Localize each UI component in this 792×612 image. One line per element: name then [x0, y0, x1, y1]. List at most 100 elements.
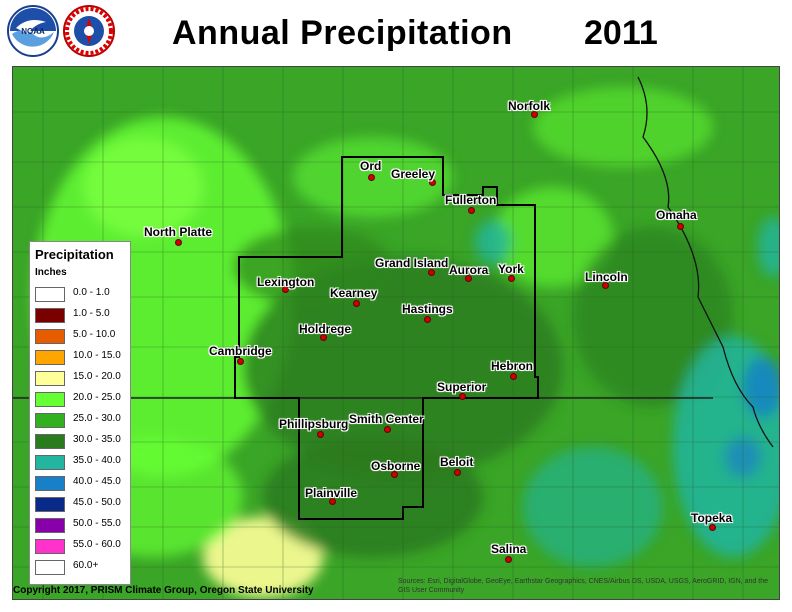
legend-label: 10.0 - 15.0	[73, 350, 121, 361]
legend-label: 45.0 - 50.0	[73, 497, 121, 508]
city-label-york: York	[498, 262, 524, 276]
svg-text:NOAA: NOAA	[21, 27, 45, 36]
city-label-north-platte: North Platte	[144, 225, 213, 239]
city-label-phillipsburg: Phillipsburg	[279, 417, 349, 431]
map-title: Annual Precipitation	[172, 14, 513, 52]
city-label-hastings: Hastings	[402, 302, 453, 316]
city-dot	[508, 275, 515, 282]
city-label-beloit: Beloit	[440, 455, 474, 469]
city-label-cambridge: Cambridge	[209, 344, 272, 358]
legend-item: 1.0 - 5.0	[35, 307, 127, 323]
city-label-superior: Superior	[437, 380, 487, 394]
legend-label: 30.0 - 35.0	[73, 434, 121, 445]
city-label-hebron: Hebron	[491, 359, 533, 373]
legend-item: 5.0 - 10.0	[35, 328, 127, 344]
legend-label: 25.0 - 30.0	[73, 413, 121, 424]
city-label-salina: Salina	[491, 542, 527, 556]
legend-item: 20.0 - 25.0	[35, 391, 127, 407]
city-dot	[317, 431, 324, 438]
copyright-text: Copyright 2017, PRISM Climate Group, Ore…	[13, 585, 314, 596]
legend-swatch	[35, 497, 65, 512]
legend-title: Precipitation	[35, 247, 114, 262]
legend-item: 0.0 - 1.0	[35, 286, 127, 302]
city-dot	[454, 469, 461, 476]
legend-swatch	[35, 308, 65, 323]
city-label-osborne: Osborne	[371, 459, 421, 473]
legend-swatch	[35, 413, 65, 428]
city-dot	[429, 179, 436, 186]
city-label-kearney: Kearney	[330, 286, 378, 300]
city-dot	[175, 239, 182, 246]
legend-item: 10.0 - 15.0	[35, 349, 127, 365]
legend-label: 60.0+	[73, 560, 99, 571]
map-year: 2011	[584, 14, 658, 52]
city-label-plainville: Plainville	[305, 486, 358, 500]
city-label-fullerton: Fullerton	[445, 193, 497, 207]
city-dot	[320, 334, 327, 341]
legend-swatch	[35, 434, 65, 449]
city-dot	[602, 282, 609, 289]
legend-item: 60.0+	[35, 559, 127, 575]
city-dot	[709, 524, 716, 531]
city-dot	[505, 556, 512, 563]
legend-swatch	[35, 371, 65, 386]
legend-label: 5.0 - 10.0	[73, 329, 116, 340]
legend-item: 55.0 - 60.0	[35, 538, 127, 554]
legend-swatch	[35, 350, 65, 365]
nws-logo	[63, 5, 115, 57]
legend-item: 30.0 - 35.0	[35, 433, 127, 449]
city-label-lexington: Lexington	[257, 275, 315, 289]
legend-item: 15.0 - 20.0	[35, 370, 127, 386]
city-dot	[677, 223, 684, 230]
city-label-norfolk: Norfolk	[508, 99, 550, 113]
legend-units: Inches	[35, 267, 67, 278]
city-dot	[329, 498, 336, 505]
city-dot	[428, 269, 435, 276]
city-label-greeley: Greeley	[391, 167, 436, 181]
legend-label: 0.0 - 1.0	[73, 287, 110, 298]
legend-swatch	[35, 392, 65, 407]
city-dot	[368, 174, 375, 181]
legend-swatch	[35, 539, 65, 554]
legend-item: 35.0 - 40.0	[35, 454, 127, 470]
city-label-lincoln: Lincoln	[585, 270, 628, 284]
legend-swatch	[35, 287, 65, 302]
city-dot	[384, 426, 391, 433]
city-label-smith-center: Smith Center	[349, 412, 424, 426]
legend-label: 15.0 - 20.0	[73, 371, 121, 382]
legend-swatch	[35, 560, 65, 575]
city-dot	[531, 111, 538, 118]
legend-swatch	[35, 329, 65, 344]
city-dot	[424, 316, 431, 323]
legend-item: 45.0 - 50.0	[35, 496, 127, 512]
attribution-text: Sources: Esri, DigitalGlobe, GeoEye, Ear…	[398, 578, 768, 594]
noaa-logo: NOAA	[7, 5, 59, 57]
legend-item: 50.0 - 55.0	[35, 517, 127, 533]
city-label-aurora: Aurora	[449, 263, 489, 277]
legend-label: 20.0 - 25.0	[73, 392, 121, 403]
legend: Precipitation Inches 0.0 - 1.0 1.0 - 5.0 5…	[29, 241, 131, 585]
city-dot	[510, 373, 517, 380]
city-label-topeka: Topeka	[691, 511, 733, 525]
legend-label: 1.0 - 5.0	[73, 308, 110, 319]
header: NOAA Annual Precipitation 2011	[0, 0, 792, 66]
legend-item: 40.0 - 45.0	[35, 475, 127, 491]
city-label-ord: Ord	[360, 159, 382, 173]
legend-swatch	[35, 476, 65, 491]
city-label-holdrege: Holdrege	[299, 322, 352, 336]
city-label-grand-island: Grand Island	[375, 256, 449, 270]
legend-swatch	[35, 518, 65, 533]
legend-label: 50.0 - 55.0	[73, 518, 121, 529]
city-dot	[465, 275, 472, 282]
city-dot	[282, 286, 289, 293]
legend-label: 55.0 - 60.0	[73, 539, 121, 550]
legend-item: 25.0 - 30.0	[35, 412, 127, 428]
city-dot	[459, 393, 466, 400]
city-dot	[468, 207, 475, 214]
legend-swatch	[35, 455, 65, 470]
legend-label: 35.0 - 40.0	[73, 455, 121, 466]
city-label-omaha: Omaha	[656, 208, 697, 222]
city-dot	[353, 300, 360, 307]
city-dot	[391, 471, 398, 478]
city-dot	[237, 358, 244, 365]
